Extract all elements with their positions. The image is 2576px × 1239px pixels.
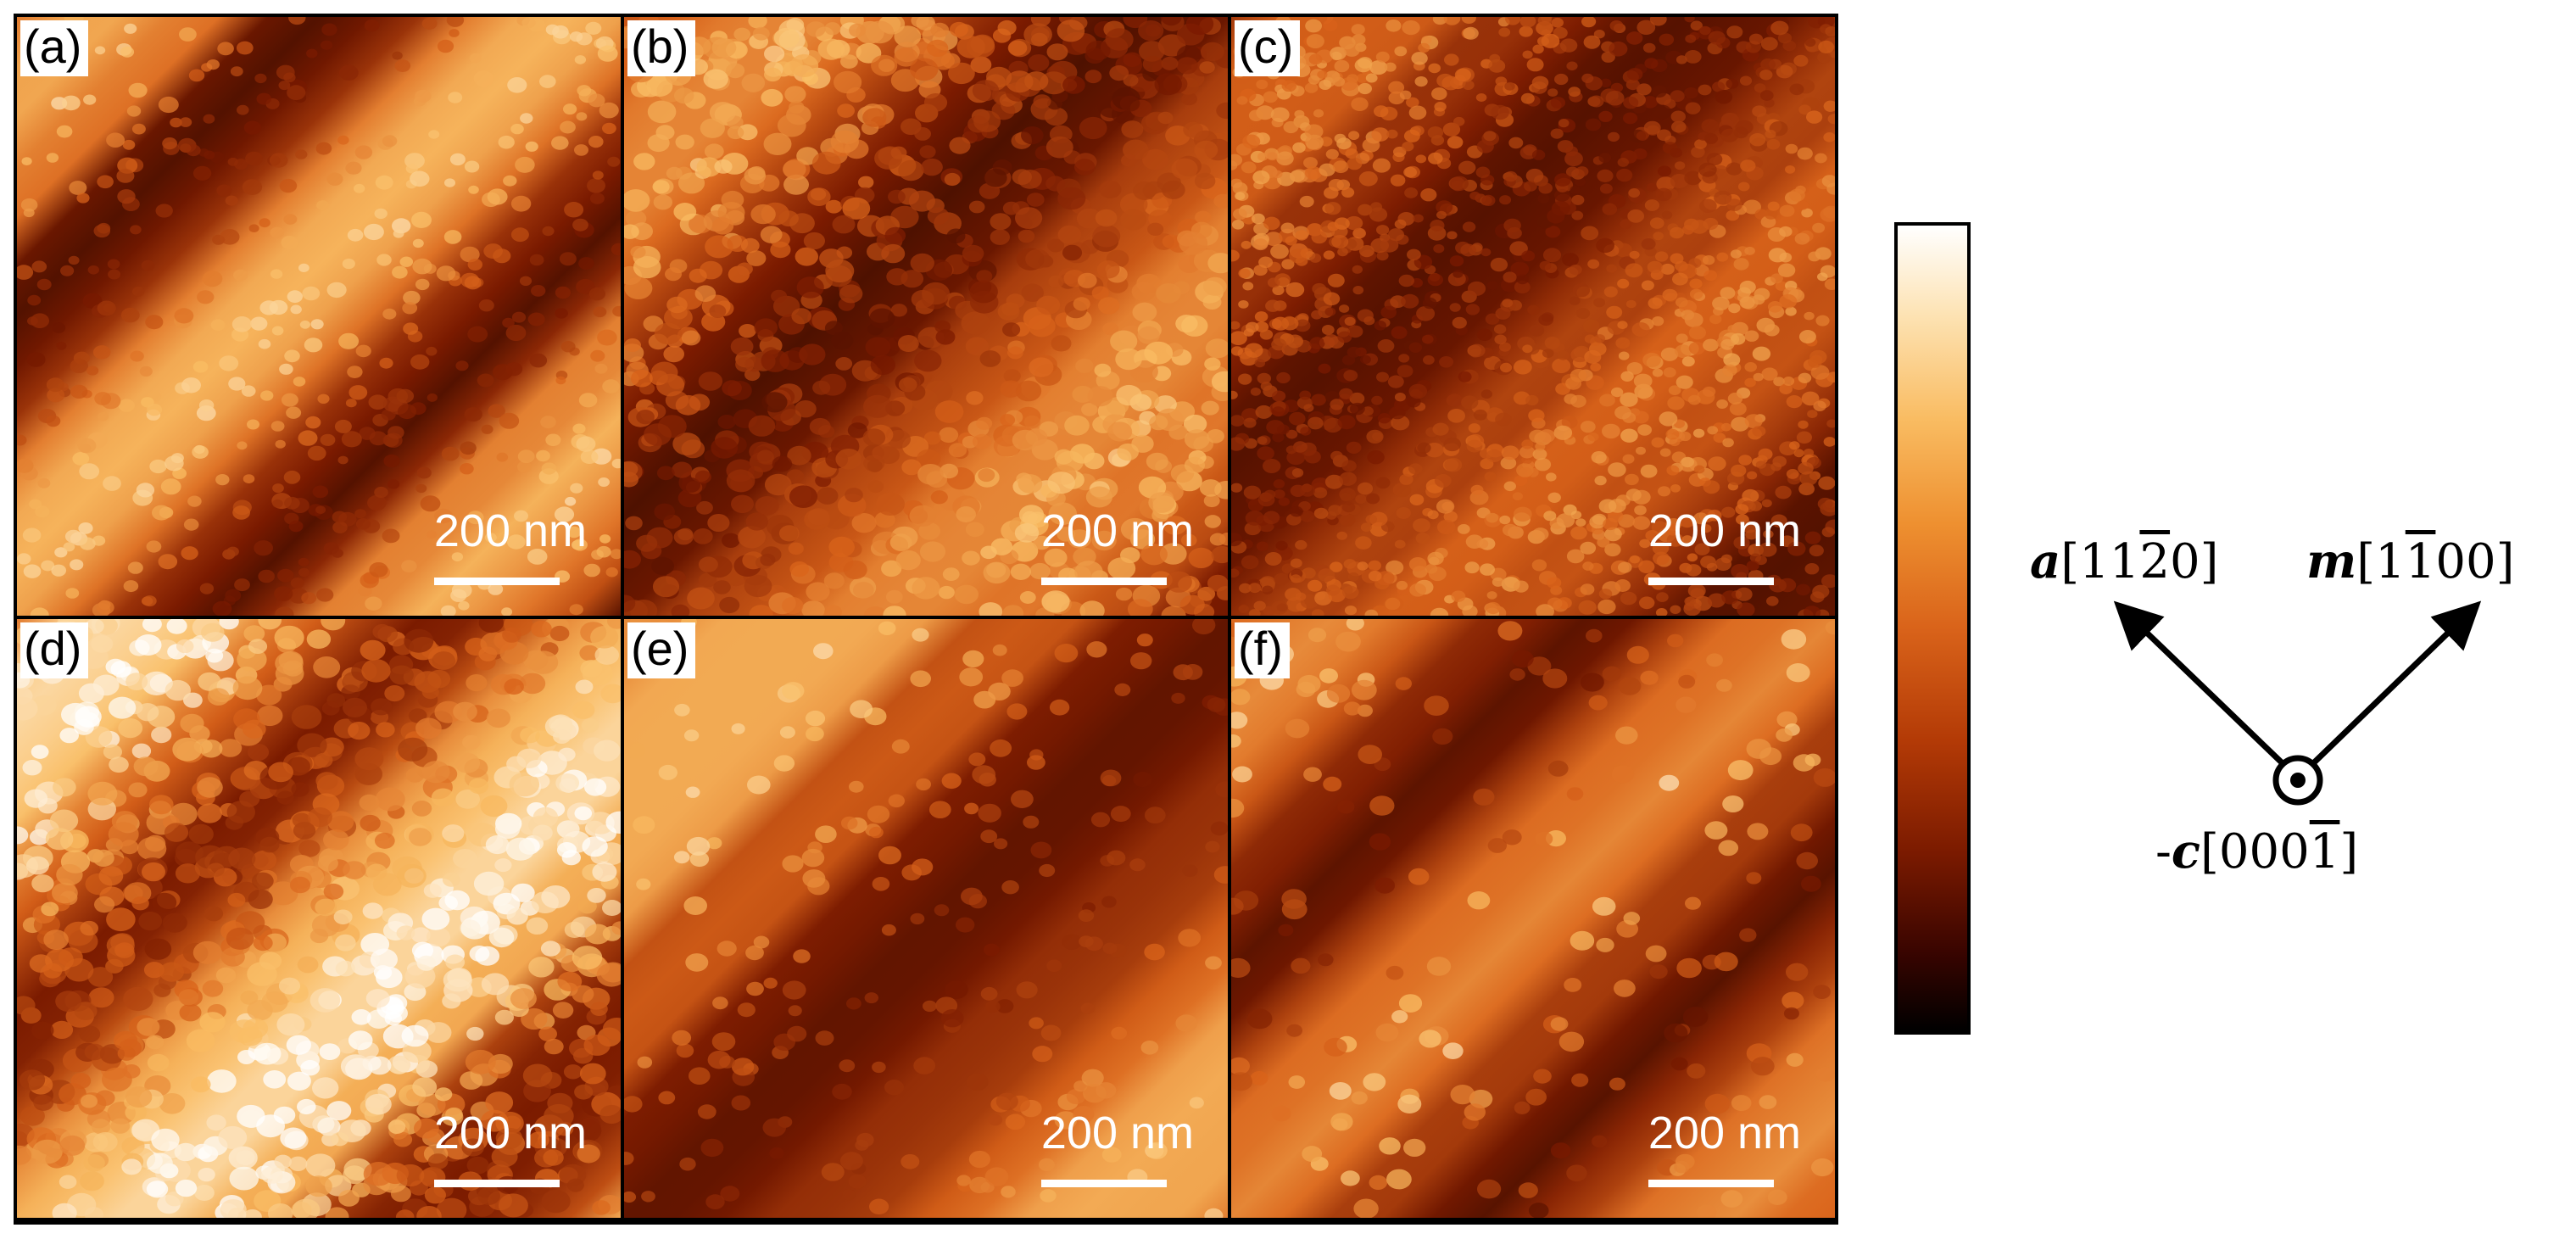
m-direction-label: m[1100] [2306,533,2515,589]
height-colorbar [1894,222,1971,1035]
scale-bar-label: 200 nm [1648,1108,1801,1158]
afm-image-e [624,619,1228,1218]
a-axis-arrow-icon [2113,600,2290,771]
scale-bar-label: 200 nm [433,505,587,556]
afm-grains [1231,619,1835,1218]
panel-a: (a) 200 nm [17,17,621,616]
a-direction-label: a[1120] [2030,533,2219,589]
panel-label: (d) [20,622,89,678]
panel-label: (e) [627,622,696,678]
afm-image-d [17,619,621,1218]
panel-label: (c) [1235,20,1301,76]
c-direction-label: -c[0001] [2155,823,2359,879]
afm-grains [624,619,1228,1218]
panel-label: (f) [1235,622,1290,678]
scale-bar-label: 200 nm [1040,1108,1194,1158]
panel-e: (e) 200 nm [624,619,1228,1218]
orientation-diagram [2113,600,2482,806]
panel-d: (d) 200 nm [17,619,621,1218]
afm-grains [17,17,621,616]
scale-bar [1041,1180,1167,1187]
scale-bar [434,1180,560,1187]
scale-bar [434,578,560,585]
panel-b: (b) 200 nm [624,17,1228,616]
afm-image-c [1231,17,1835,616]
panel-label: (b) [627,20,696,76]
panel-f: (f) 200 nm [1231,619,1835,1218]
scale-bar [1648,1180,1774,1187]
m-axis-arrow-icon [2306,600,2482,771]
scale-bar-label: 200 nm [433,1108,587,1158]
panel-c: (c) 200 nm [1231,17,1835,616]
panel-label: (a) [20,20,89,76]
afm-grains [1231,17,1835,616]
scale-bar [1648,578,1774,585]
afm-panel-grid: (a) 200 nm (b) 200 nm (c) 200 nm (d) 200… [14,14,1838,1225]
afm-grains [17,619,621,1218]
dot-icon [2290,773,2306,788]
scale-bar-label: 200 nm [1648,505,1801,556]
afm-image-f [1231,619,1835,1218]
scale-bar-label: 200 nm [1040,505,1194,556]
scale-bar [1041,578,1167,585]
afm-background [624,619,1228,1218]
afm-image-a [17,17,621,616]
